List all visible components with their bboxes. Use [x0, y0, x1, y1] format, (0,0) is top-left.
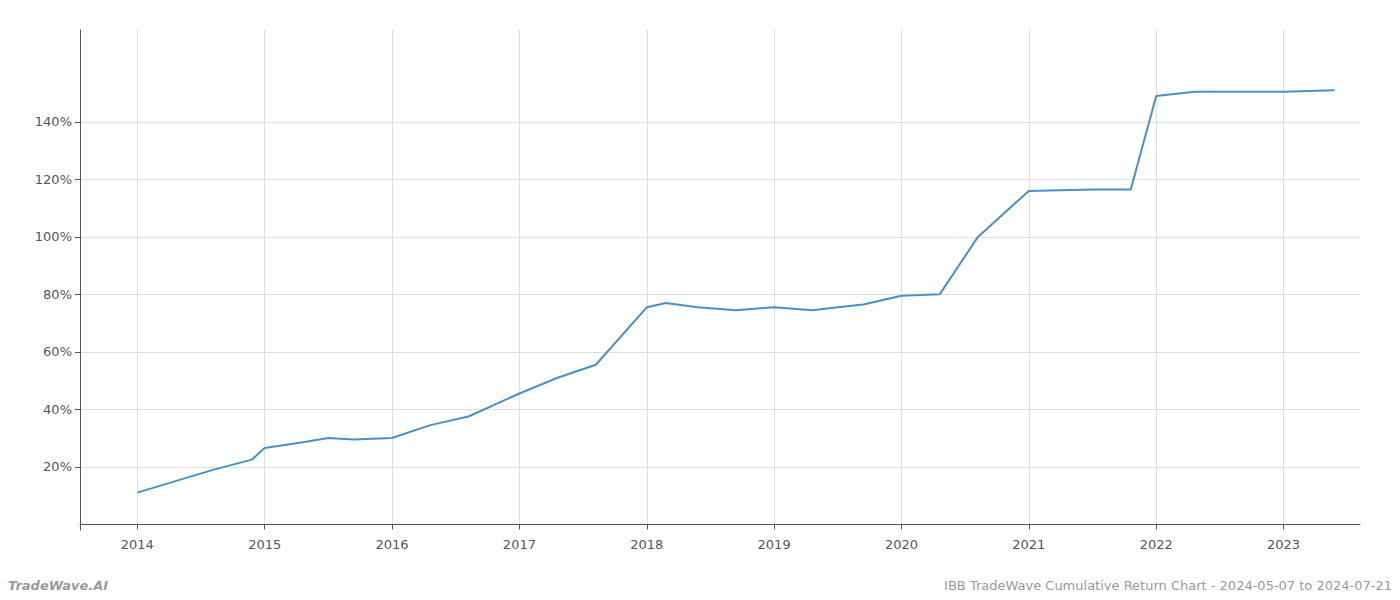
svg-text:80%: 80% [43, 287, 72, 302]
svg-text:2023: 2023 [1267, 537, 1300, 552]
svg-text:40%: 40% [43, 402, 72, 417]
svg-text:20%: 20% [43, 459, 72, 474]
svg-text:TradeWave.AI: TradeWave.AI [8, 578, 108, 593]
svg-text:2022: 2022 [1140, 537, 1173, 552]
svg-text:60%: 60% [43, 344, 72, 359]
svg-text:2016: 2016 [375, 537, 408, 552]
svg-text:2021: 2021 [1012, 537, 1045, 552]
svg-text:2018: 2018 [630, 537, 663, 552]
svg-text:140%: 140% [35, 114, 72, 129]
svg-text:2014: 2014 [121, 537, 154, 552]
svg-text:IBB TradeWave Cumulative Retur: IBB TradeWave Cumulative Return Chart - … [944, 578, 1392, 593]
svg-text:2020: 2020 [885, 537, 918, 552]
svg-text:100%: 100% [35, 229, 72, 244]
svg-text:2017: 2017 [503, 537, 536, 552]
svg-text:120%: 120% [35, 172, 72, 187]
svg-text:2019: 2019 [758, 537, 791, 552]
svg-text:2015: 2015 [248, 537, 281, 552]
